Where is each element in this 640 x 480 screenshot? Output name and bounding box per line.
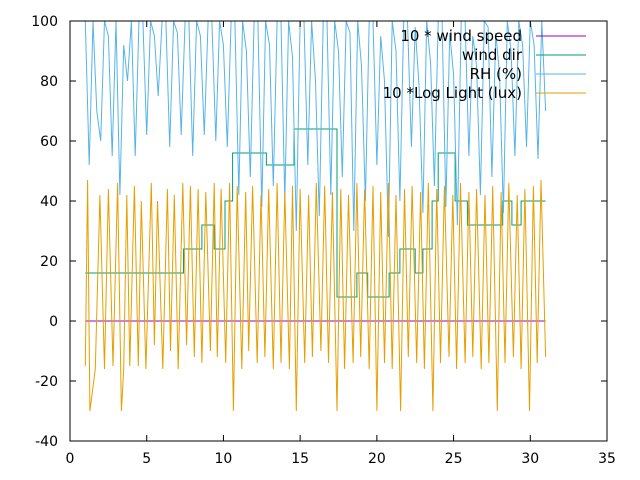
y-tick-label: 0 <box>49 314 58 330</box>
series-line-1 <box>85 128 546 298</box>
axes: 0 5 10 15 20 25 30 35 -40 -20 0 20 40 60 80 100 <box>31 14 616 467</box>
x-tick-label: 25 <box>445 451 463 467</box>
plot-frame <box>69 20 608 442</box>
x-tick-label: 15 <box>291 451 309 467</box>
x-tick-label: 0 <box>66 451 75 467</box>
x-tick-label: 30 <box>521 451 539 467</box>
y-tick-label: 20 <box>40 254 58 270</box>
y-tick-label: 100 <box>31 14 58 30</box>
y-tick-label: -20 <box>35 374 58 390</box>
series-line-3 <box>84 179 547 412</box>
y-tick-label: 40 <box>40 194 58 210</box>
legend-label-2: RH (%) <box>470 65 522 83</box>
x-tick-label: 10 <box>215 451 233 467</box>
x-tick-label: 20 <box>368 451 386 467</box>
series-line-2 <box>84 21 547 238</box>
x-tick-label: 35 <box>598 451 616 467</box>
plot-area <box>84 21 547 412</box>
y-tick-label: -40 <box>35 434 58 450</box>
x-tick-label: 5 <box>142 451 151 467</box>
legend-label-3: 10 *Log Light (lux) <box>383 84 522 102</box>
legend-label-0: 10 * wind speed <box>400 27 522 45</box>
legend-label-1: wind dir <box>462 46 523 64</box>
y-tick-label: 60 <box>40 134 58 150</box>
y-tick-label: 80 <box>40 74 58 90</box>
